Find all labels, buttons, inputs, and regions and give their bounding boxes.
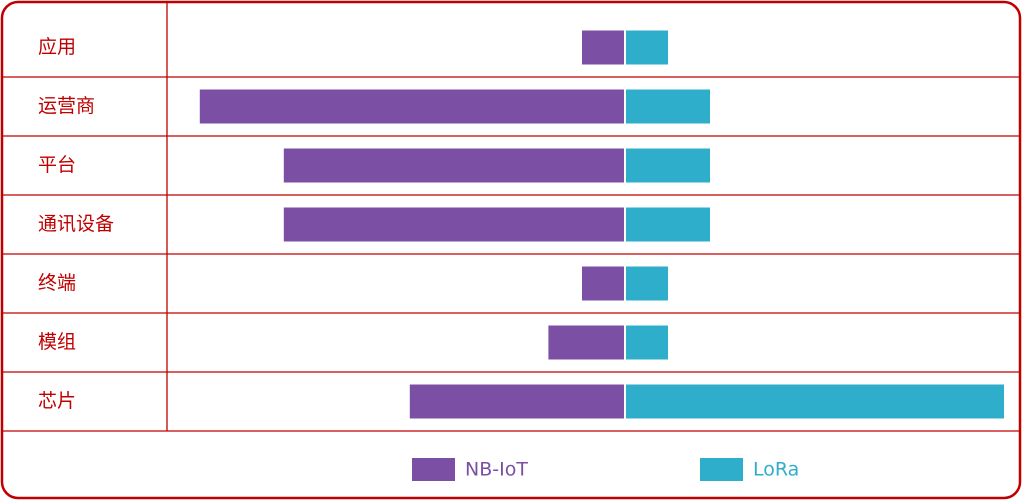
- legend-swatch: [700, 458, 743, 481]
- bar: [626, 325, 668, 360]
- bar: [626, 207, 710, 242]
- bar: [199, 89, 625, 124]
- bar: [582, 30, 624, 65]
- bar: [283, 148, 624, 183]
- bar: [626, 384, 1004, 419]
- bar: [626, 30, 668, 65]
- row-label: 应用: [38, 36, 76, 58]
- row-label: 通讯设备: [38, 213, 114, 235]
- bar: [626, 89, 710, 124]
- row-label: 芯片: [38, 390, 76, 412]
- legend-text: LoRa: [753, 459, 799, 481]
- bar: [626, 148, 710, 183]
- bar: [409, 384, 624, 419]
- bar: [283, 207, 624, 242]
- legend-text: NB-IoT: [465, 459, 528, 481]
- row-label: 终端: [38, 272, 76, 294]
- row-label: 运营商: [38, 95, 95, 117]
- bar: [626, 266, 668, 301]
- bar: [582, 266, 624, 301]
- row-label: 模组: [38, 331, 76, 353]
- bar: [548, 325, 624, 360]
- row-label: 平台: [38, 154, 76, 176]
- legend-swatch: [412, 458, 455, 481]
